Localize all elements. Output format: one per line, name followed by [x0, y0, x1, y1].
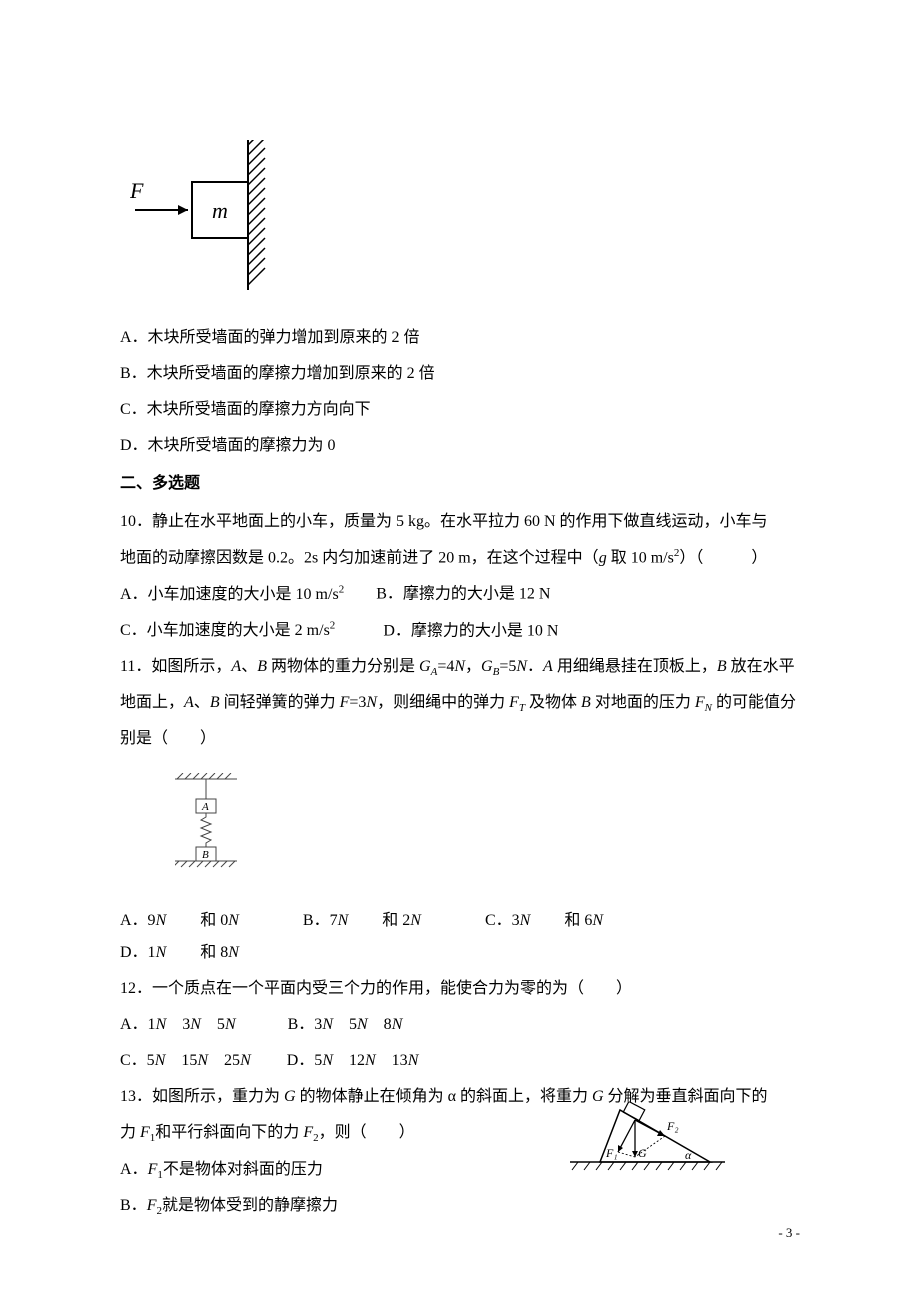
q12-options-ab: A．1N 3N 5N B．3N 5N 8N: [120, 1009, 800, 1041]
f2-label: F₂: [666, 1119, 679, 1133]
q10-options-ab: A．小车加速度的大小是 10 m/s2 B．摩擦力的大小是 12 N: [120, 578, 800, 610]
figure-q13: F₁ F₂ G α: [570, 1102, 730, 1186]
q13-opt-b: B．F2就是物体受到的静摩擦力: [120, 1190, 800, 1222]
q13-svg: F₁ F₂ G α: [570, 1102, 730, 1174]
floor-hatch: [175, 861, 237, 867]
m-label: m: [212, 198, 228, 223]
q11-svg: A B: [175, 773, 237, 875]
section-2-header: 二、多选题: [120, 468, 800, 500]
q11-opt-c: C．3N 和 6N: [485, 905, 633, 937]
q11-line1: 11．如图所示，A、B 两物体的重力分别是 GA=4N，GB=5N．A 用细绳悬…: [120, 651, 800, 683]
ceiling-hatch: [175, 773, 237, 779]
q10-line1: 10．静止在水平地面上的小车，质量为 5 kg。在水平拉力 60 N 的作用下做…: [120, 506, 800, 538]
q10-line2: 地面的动摩擦因数是 0.2。2s 内匀加速前进了 20 m，在这个过程中（g 取…: [120, 542, 800, 574]
q11-options: A．9N 和 0N B．7N 和 2N C．3N 和 6N D．1N 和 8N: [120, 905, 800, 969]
page-number: - 3 -: [778, 1220, 800, 1246]
alpha-label: α: [685, 1148, 692, 1162]
spring: [201, 813, 211, 847]
a-label: A: [201, 801, 209, 813]
f-label: F: [130, 178, 144, 203]
q12-options-cd: C．5N 15N 25N D．5N 12N 13N: [120, 1045, 800, 1077]
b-label: B: [202, 849, 209, 861]
q12-text: 12．一个质点在一个平面内受三个力的作用，能使合力为零的为（ ）: [120, 973, 800, 1005]
q11-opt-d: D．1N 和 8N: [120, 937, 269, 969]
q9-option-d: D．木块所受墙面的摩擦力为 0: [120, 430, 800, 462]
q9-option-a: A．木块所受墙面的弹力增加到原来的 2 倍: [120, 322, 800, 354]
q11-line3: 别是（ ）: [120, 723, 800, 755]
q9-option-b: B．木块所受墙面的摩擦力增加到原来的 2 倍: [120, 358, 800, 390]
q11-opt-a: A．9N 和 0N: [120, 905, 269, 937]
figure-q11: A B: [175, 773, 800, 887]
q11-line2: 地面上，A、B 间轻弹簧的弹力 F=3N，则细绳中的弹力 FT 及物体 B 对地…: [120, 687, 800, 719]
figure-q9: m F: [130, 140, 800, 302]
q9-svg: m F: [130, 140, 290, 290]
f1-label: F₁: [605, 1146, 618, 1160]
q9-option-c: C．木块所受墙面的摩擦力方向向下: [120, 394, 800, 426]
incline-block: [623, 1102, 645, 1121]
q11-opt-b: B．7N 和 2N: [303, 905, 451, 937]
g-label: G: [638, 1146, 647, 1160]
q10-options-cd: C．小车加速度的大小是 2 m/s2 D．摩擦力的大小是 10 N: [120, 615, 800, 647]
wall-hatching: [248, 140, 265, 290]
force-arrow-head: [178, 205, 188, 215]
